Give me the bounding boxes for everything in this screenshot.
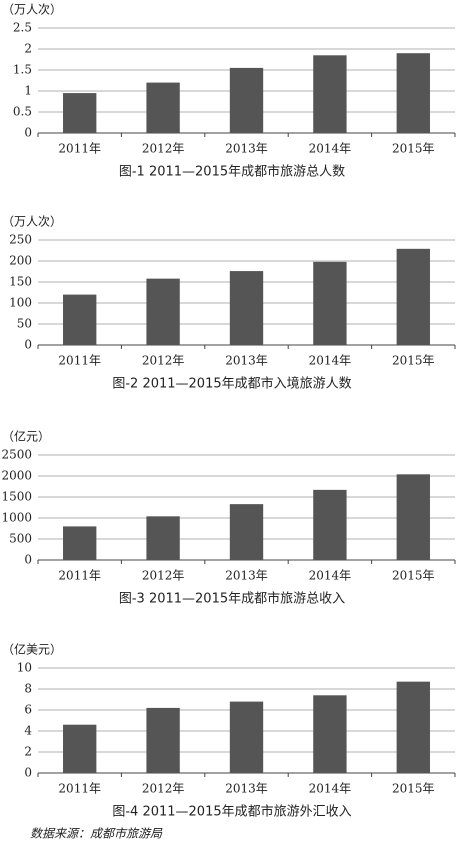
y-tick-label: 100: [9, 296, 32, 310]
bar: [63, 526, 97, 560]
bar: [146, 82, 180, 133]
bar: [146, 278, 180, 345]
bar: [313, 489, 347, 560]
y-tick-label: 1500: [1, 490, 32, 504]
y-tick-label: 2000: [1, 469, 32, 483]
chart-title: 图-3 2011—2015年成都市旅游总收入: [119, 591, 345, 607]
x-tick-label: 2012年: [142, 354, 185, 368]
y-axis-label: （亿美元）: [2, 642, 62, 657]
y-axis-label: （万人次）: [2, 3, 62, 17]
y-tick-label: 0: [24, 553, 32, 567]
y-axis-label: （万人次）: [2, 215, 62, 229]
x-tick-label: 2012年: [142, 142, 185, 156]
x-tick-label: 2013年: [225, 142, 268, 156]
y-tick-label: 0: [24, 126, 32, 140]
x-tick-label: 2013年: [225, 354, 268, 368]
bar: [229, 67, 264, 133]
bar: [146, 707, 180, 773]
bar: [63, 294, 97, 345]
x-tick-label: 2015年: [392, 782, 435, 796]
y-tick-label: 8: [24, 682, 32, 696]
y-tick-label: 2.5: [13, 21, 32, 35]
x-tick-label: 2014年: [309, 354, 352, 368]
x-tick-label: 2011年: [58, 782, 101, 796]
x-tick-label: 2011年: [58, 569, 101, 583]
y-tick-label: 1: [24, 84, 32, 98]
x-tick-label: 2015年: [392, 569, 435, 583]
bar: [396, 248, 430, 345]
y-tick-label: 2: [24, 745, 32, 759]
bar: [63, 724, 97, 773]
y-tick-label: 2500: [1, 448, 32, 462]
x-tick-label: 2015年: [392, 142, 435, 156]
bar: [63, 93, 97, 133]
x-tick-label: 2012年: [142, 569, 185, 583]
y-tick-label: 0.5: [13, 105, 32, 119]
bar: [396, 474, 430, 560]
y-tick-label: 150: [9, 275, 32, 289]
x-tick-label: 2014年: [309, 142, 352, 156]
y-tick-label: 1.5: [13, 63, 32, 77]
y-tick-label: 500: [9, 532, 32, 546]
bar: [229, 504, 264, 560]
bar: [313, 695, 347, 773]
y-tick-label: 0: [24, 338, 32, 352]
bar: [229, 701, 264, 773]
bar: [313, 55, 347, 133]
x-tick-label: 2011年: [58, 354, 101, 368]
y-tick-label: 1000: [1, 511, 32, 525]
x-tick-label: 2013年: [225, 782, 268, 796]
bar: [313, 261, 347, 345]
x-tick-label: 2013年: [225, 569, 268, 583]
source-note: 数据来源：成都市旅游局: [30, 827, 163, 841]
bar: [396, 53, 430, 134]
y-tick-label: 10: [17, 661, 32, 675]
y-tick-label: 2: [24, 42, 32, 56]
chart-title: 图-2 2011—2015年成都市入境旅游人数: [112, 376, 351, 392]
x-tick-label: 2015年: [392, 354, 435, 368]
bar: [396, 681, 430, 773]
chart-title: 图-4 2011—2015年成都市旅游外汇收入: [112, 804, 351, 820]
x-tick-label: 2012年: [142, 782, 185, 796]
x-tick-label: 2014年: [309, 782, 352, 796]
bar: [229, 271, 264, 345]
bar: [146, 516, 180, 560]
y-tick-label: 6: [24, 703, 32, 717]
chart-title: 图-1 2011—2015年成都市旅游总人数: [119, 164, 345, 180]
x-tick-label: 2011年: [58, 142, 101, 156]
y-axis-label: （亿元）: [2, 429, 50, 444]
y-tick-label: 250: [9, 233, 32, 247]
y-tick-label: 50: [17, 317, 32, 331]
y-tick-label: 200: [9, 254, 32, 268]
x-tick-label: 2014年: [309, 569, 352, 583]
y-tick-label: 0: [24, 766, 32, 780]
y-tick-label: 4: [24, 724, 32, 738]
